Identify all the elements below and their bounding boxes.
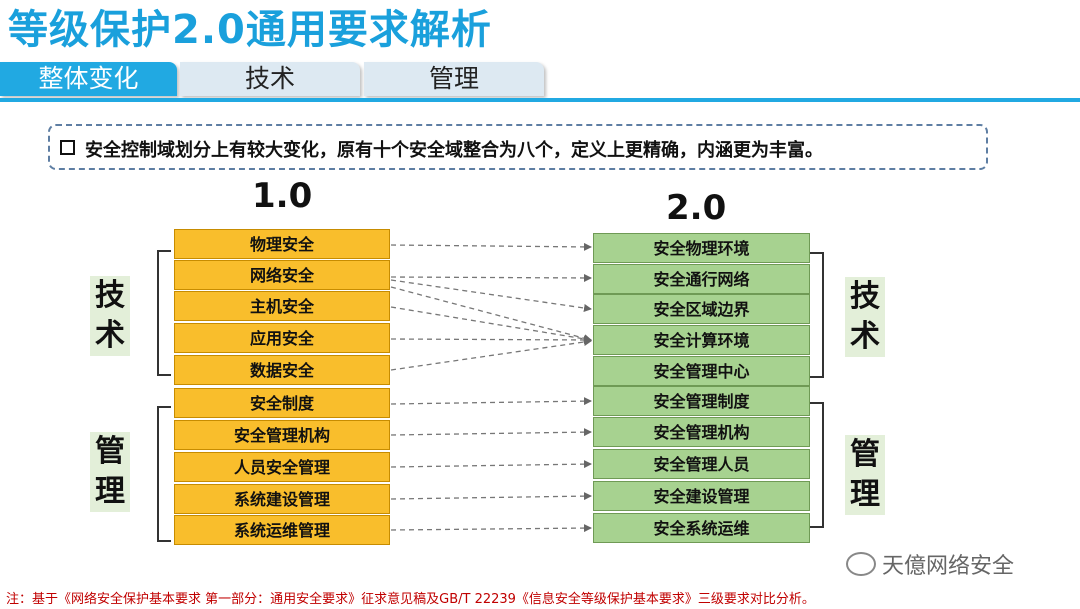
old-domain: 应用安全 <box>174 323 390 353</box>
group-label-mgmt-right: 管 理 <box>845 435 885 515</box>
brace-tech-left <box>157 250 171 376</box>
new-domain: 安全管理人员 <box>593 449 810 479</box>
page-title: 等级保护2.0通用要求解析 <box>8 7 492 53</box>
arrow-physical <box>390 242 592 251</box>
group-label-tech-right: 技 术 <box>845 277 885 357</box>
arrow-construction <box>390 492 592 501</box>
version-old-label: 1.0 <box>252 176 313 216</box>
footer-note: 注：基于《网络安全保护基本要求 第一部分：通用安全要求》征求意见稿及GB/T 2… <box>6 592 815 607</box>
arrow-policy <box>390 397 592 406</box>
new-domain: 安全计算环境 <box>593 325 810 355</box>
tab-bar: 整体变化 技术 管理 <box>0 62 1080 102</box>
old-domain: 安全管理机构 <box>174 420 390 450</box>
tab-technical[interactable]: 技术 <box>180 62 360 96</box>
note-text: 安全控制域划分上有较大变化，原有十个安全域整合为八个，定义上更精确，内涵更为丰富… <box>85 140 823 161</box>
brace-mgmt-right <box>810 402 824 528</box>
watermark: 天億网络安全 <box>846 548 1014 580</box>
old-domain: 系统运维管理 <box>174 515 390 545</box>
arrow-org <box>390 428 592 437</box>
new-domain: 安全管理制度 <box>593 386 810 416</box>
tab-overall-change[interactable]: 整体变化 <box>0 62 177 96</box>
wechat-icon <box>846 552 876 576</box>
tab-underline <box>0 98 1080 102</box>
new-domain: 安全管理机构 <box>593 417 810 447</box>
brace-mgmt-left <box>157 406 171 542</box>
note: 安全控制域划分上有较大变化，原有十个安全域整合为八个，定义上更精确，内涵更为丰富… <box>60 136 823 162</box>
arrow-data <box>390 338 592 371</box>
new-domain: 安全系统运维 <box>593 513 810 543</box>
old-domain: 安全制度 <box>174 388 390 418</box>
old-domain: 物理安全 <box>174 229 390 259</box>
new-domain: 安全物理环境 <box>593 233 810 263</box>
arrow-operation <box>390 524 592 533</box>
group-label-mgmt-left: 管 理 <box>90 432 130 512</box>
new-domain: 安全建设管理 <box>593 481 810 511</box>
arrow-application <box>390 335 592 344</box>
tab-management[interactable]: 管理 <box>364 62 544 96</box>
new-domain: 安全管理中心 <box>593 356 810 386</box>
arrow-network-2 <box>390 279 592 312</box>
old-domain: 数据安全 <box>174 355 390 385</box>
old-domain: 系统建设管理 <box>174 484 390 514</box>
arrow-network-1 <box>390 273 592 282</box>
new-domain: 安全通行网络 <box>593 264 810 294</box>
group-label-tech-left: 技 术 <box>90 276 130 356</box>
arrow-personnel <box>390 460 592 469</box>
brace-tech-right <box>810 252 824 378</box>
old-domain: 人员安全管理 <box>174 452 390 482</box>
arrow-network-3 <box>390 286 592 343</box>
old-domain: 主机安全 <box>174 291 390 321</box>
note-box <box>48 124 988 170</box>
arrow-host <box>390 306 592 343</box>
new-domain: 安全区域边界 <box>593 294 810 324</box>
version-new-label: 2.0 <box>666 188 727 228</box>
old-domain: 网络安全 <box>174 260 390 290</box>
checkbox-icon <box>60 140 75 155</box>
